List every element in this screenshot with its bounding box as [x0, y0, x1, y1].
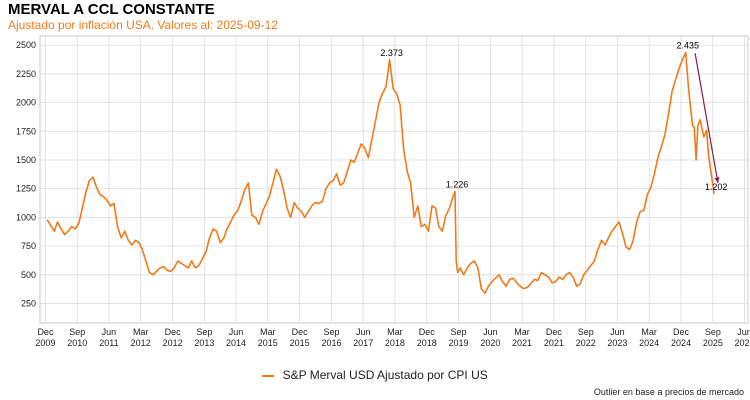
y-tick-label: 2250	[16, 69, 36, 79]
x-tick-label: Dec	[165, 327, 182, 337]
trend-arrow	[694, 53, 719, 184]
value-annotation: 1.202	[705, 182, 728, 192]
x-tick-label: 2020	[480, 338, 500, 348]
axis-layer: 250 500 750 1000 1250 1500 1750 2000 2250 2500 Dec…	[16, 40, 750, 348]
trend-arrowhead	[714, 177, 720, 183]
x-tick-label: 2023	[607, 338, 627, 348]
x-tick-label: 2013	[194, 338, 214, 348]
x-tick-label: 2026	[735, 338, 750, 348]
x-tick-label: 2025	[703, 338, 723, 348]
x-tick-label: 2015	[258, 338, 278, 348]
series-line	[46, 51, 715, 294]
value-annotation: 2.435	[676, 41, 699, 51]
chart-subtitle: Ajustado por inflación USA. Valores al: …	[8, 18, 278, 32]
y-tick-label: 1000	[16, 212, 36, 222]
x-tick-label: 2018	[385, 338, 405, 348]
x-tick-label: 2015	[290, 338, 310, 348]
x-tick-label: Sep	[324, 327, 340, 337]
grid-layer	[39, 35, 749, 324]
x-tick-label: Jun	[737, 327, 750, 337]
x-tick-label: Mar	[514, 327, 530, 337]
chart-title: MERVAL A CCL CONSTANTE	[8, 1, 215, 18]
legend: S&P Merval USD Ajustado por CPI US	[0, 368, 750, 382]
y-tick-label: 1500	[16, 155, 36, 165]
x-tick-label: 2024	[671, 338, 691, 348]
x-tick-label: Jun	[356, 327, 371, 337]
x-tick-label: 2010	[67, 338, 87, 348]
legend-swatch	[262, 374, 275, 377]
y-tick-label: 250	[21, 298, 36, 308]
x-tick-label: Sep	[196, 327, 212, 337]
series-layer	[46, 51, 715, 294]
y-tick-label: 500	[21, 270, 36, 280]
x-tick-label: Dec	[292, 327, 309, 337]
x-tick-label: Sep	[451, 327, 467, 337]
x-tick-label: 2016	[322, 338, 342, 348]
x-tick-label: 2017	[353, 338, 373, 348]
x-tick-label: 2018	[417, 338, 437, 348]
x-tick-label: Jun	[610, 327, 625, 337]
x-tick-label: 2021	[544, 338, 564, 348]
x-tick-label: Mar	[133, 327, 149, 337]
x-tick-label: Mar	[260, 327, 276, 337]
x-tick-label: 2019	[449, 338, 469, 348]
x-tick-label: 2022	[576, 338, 596, 348]
x-tick-label: 2024	[639, 338, 659, 348]
y-tick-label: 1750	[16, 126, 36, 136]
y-tick-label: 2000	[16, 98, 36, 108]
x-tick-label: 2012	[163, 338, 183, 348]
x-tick-label: Jun	[229, 327, 244, 337]
x-tick-label: Dec	[546, 327, 563, 337]
x-tick-label: 2011	[99, 338, 118, 348]
value-annotation: 2.373	[380, 48, 403, 58]
x-tick-label: Sep	[578, 327, 594, 337]
x-tick-label: Mar	[387, 327, 403, 337]
y-tick-label: 750	[21, 241, 36, 251]
plot-frame	[39, 35, 749, 324]
x-tick-label: Jun	[102, 327, 117, 337]
x-tick-label: Sep	[69, 327, 85, 337]
x-tick-label: Jun	[483, 327, 498, 337]
x-tick-label: Sep	[705, 327, 721, 337]
x-tick-label: 2014	[226, 338, 246, 348]
x-tick-label: 2009	[35, 338, 55, 348]
x-tick-label: Dec	[419, 327, 436, 337]
x-tick-label: 2012	[131, 338, 151, 348]
value-annotation: 1.226	[446, 179, 469, 189]
y-tick-label: 1250	[16, 184, 36, 194]
x-tick-label: 2021	[512, 338, 532, 348]
legend-label: S&P Merval USD Ajustado por CPI US	[282, 368, 488, 382]
x-tick-label: Mar	[641, 327, 657, 337]
x-tick-label: Dec	[37, 327, 54, 337]
x-tick-label: Dec	[673, 327, 690, 337]
footnote: Outlier en base a precios de mercado	[593, 387, 744, 397]
y-tick-label: 2500	[16, 40, 36, 50]
annotation-layer: 2.373 1.226 2.435 1.202	[380, 41, 727, 193]
